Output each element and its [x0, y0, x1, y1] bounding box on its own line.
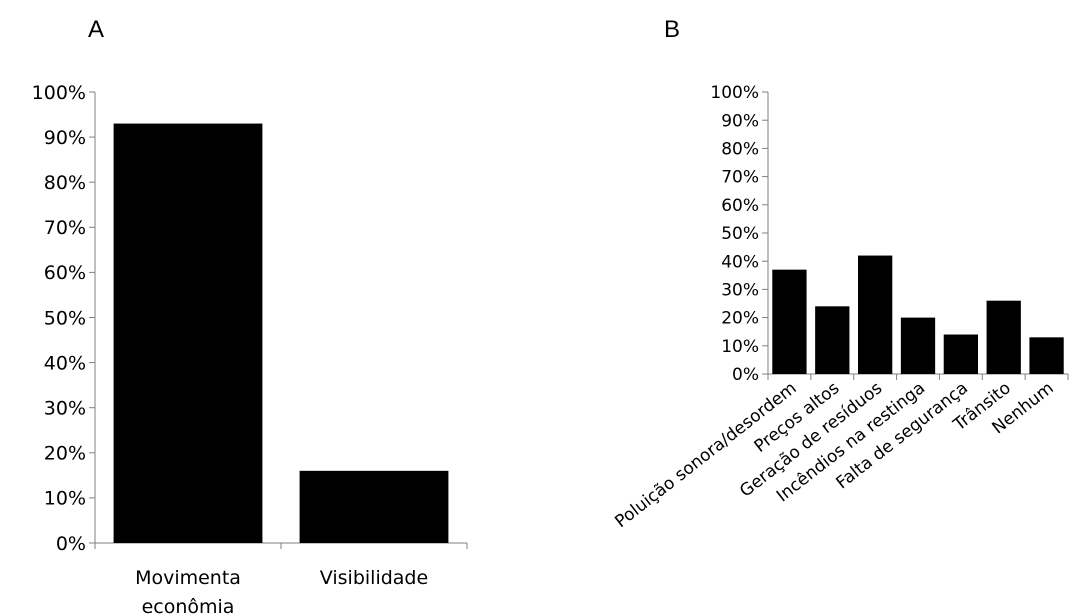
y-tick-label: 50% — [721, 224, 759, 244]
y-tick-label: 10% — [44, 488, 86, 510]
y-tick-label: 60% — [44, 262, 86, 284]
chart-a: 0% 10% 20% 30% 40% 50% 60% 70% 80% 90% 100% Movimen… — [32, 82, 467, 615]
bar — [772, 270, 806, 374]
y-tick-label: 70% — [721, 168, 759, 188]
chart-b: 0% 10% 20% 30% 40% 50% 60% 70% 80% 90% 100% Poluiçã… — [611, 83, 1068, 532]
y-tick-label: 0% — [56, 533, 86, 555]
panel-a-label: A — [88, 16, 104, 43]
x-tick-label: econômia — [142, 596, 235, 615]
bar — [858, 256, 892, 374]
y-tick-label: 0% — [732, 365, 759, 385]
bar — [815, 306, 849, 374]
panel-b-label: B — [664, 16, 680, 43]
y-tick-label: 80% — [721, 140, 759, 160]
y-tick-label: 90% — [44, 127, 86, 149]
y-tick-label: 40% — [721, 252, 759, 272]
y-tick-label: 80% — [44, 172, 86, 194]
bar — [114, 124, 263, 543]
y-tick-label: 20% — [44, 443, 86, 465]
bar — [1029, 337, 1063, 374]
y-tick-label: 70% — [44, 217, 86, 239]
bar — [300, 471, 449, 543]
y-tick-label: 90% — [721, 111, 759, 131]
y-tick-label: 100% — [710, 83, 759, 103]
y-tick-label: 20% — [721, 309, 759, 329]
bar — [987, 301, 1021, 374]
x-tick-label: Visibilidade — [320, 567, 428, 589]
y-tick-label: 100% — [32, 82, 86, 104]
y-tick-label: 60% — [721, 196, 759, 216]
y-tick-label: 30% — [721, 281, 759, 301]
bar — [901, 318, 935, 374]
x-tick-label: Movimenta — [135, 567, 241, 589]
bar — [944, 335, 978, 374]
x-tick-label: Poluição sonora/desordem — [611, 378, 800, 532]
y-tick-label: 50% — [44, 307, 86, 329]
y-tick-label: 10% — [721, 337, 759, 357]
y-tick-label: 40% — [44, 352, 86, 374]
y-tick-label: 30% — [44, 398, 86, 420]
